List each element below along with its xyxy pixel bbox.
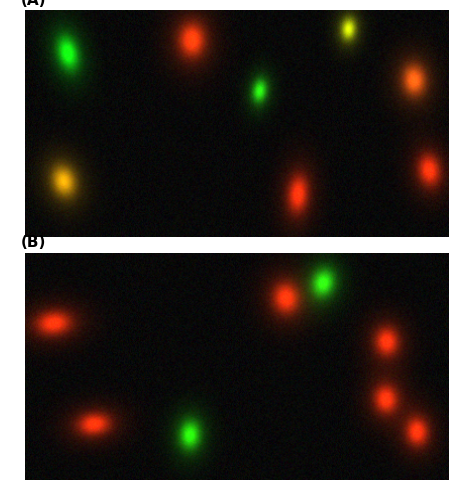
Text: (A): (A): [21, 0, 46, 8]
Text: (B): (B): [21, 235, 46, 250]
